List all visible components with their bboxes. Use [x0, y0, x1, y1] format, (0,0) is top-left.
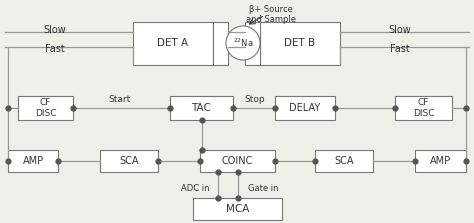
Text: MCA: MCA — [226, 204, 249, 214]
Bar — [213, 22, 228, 65]
Text: AMP: AMP — [430, 156, 451, 166]
Bar — [315, 150, 373, 172]
Text: CF
DISC: CF DISC — [35, 98, 56, 118]
Bar — [170, 96, 233, 120]
Text: TAC: TAC — [191, 103, 211, 113]
Text: $^{22}$Na: $^{22}$Na — [233, 37, 253, 49]
Bar — [260, 22, 340, 65]
Text: SCA: SCA — [334, 156, 354, 166]
Text: Fast: Fast — [390, 44, 410, 54]
Bar — [245, 22, 260, 65]
Text: Gate in: Gate in — [248, 184, 279, 193]
Bar — [18, 96, 73, 120]
Bar — [395, 96, 452, 120]
Text: Start: Start — [109, 95, 131, 104]
Bar — [275, 96, 335, 120]
Text: β+ Source
and Sample: β+ Source and Sample — [246, 5, 296, 24]
Text: Fast: Fast — [45, 44, 65, 54]
Bar — [193, 198, 282, 220]
Bar — [100, 150, 158, 172]
Text: DELAY: DELAY — [289, 103, 320, 113]
Text: Slow: Slow — [389, 25, 411, 35]
Text: CF
DISC: CF DISC — [413, 98, 434, 118]
Text: DET B: DET B — [284, 39, 316, 48]
Text: SCA: SCA — [119, 156, 139, 166]
Text: COINC: COINC — [222, 156, 253, 166]
Text: ADC in: ADC in — [182, 184, 210, 193]
Text: Slow: Slow — [44, 25, 66, 35]
Bar — [415, 150, 466, 172]
Bar — [133, 22, 213, 65]
Bar — [8, 150, 58, 172]
Bar — [200, 150, 275, 172]
Text: AMP: AMP — [22, 156, 44, 166]
Circle shape — [226, 26, 260, 60]
Text: DET A: DET A — [157, 39, 189, 48]
Text: Stop: Stop — [245, 95, 265, 104]
